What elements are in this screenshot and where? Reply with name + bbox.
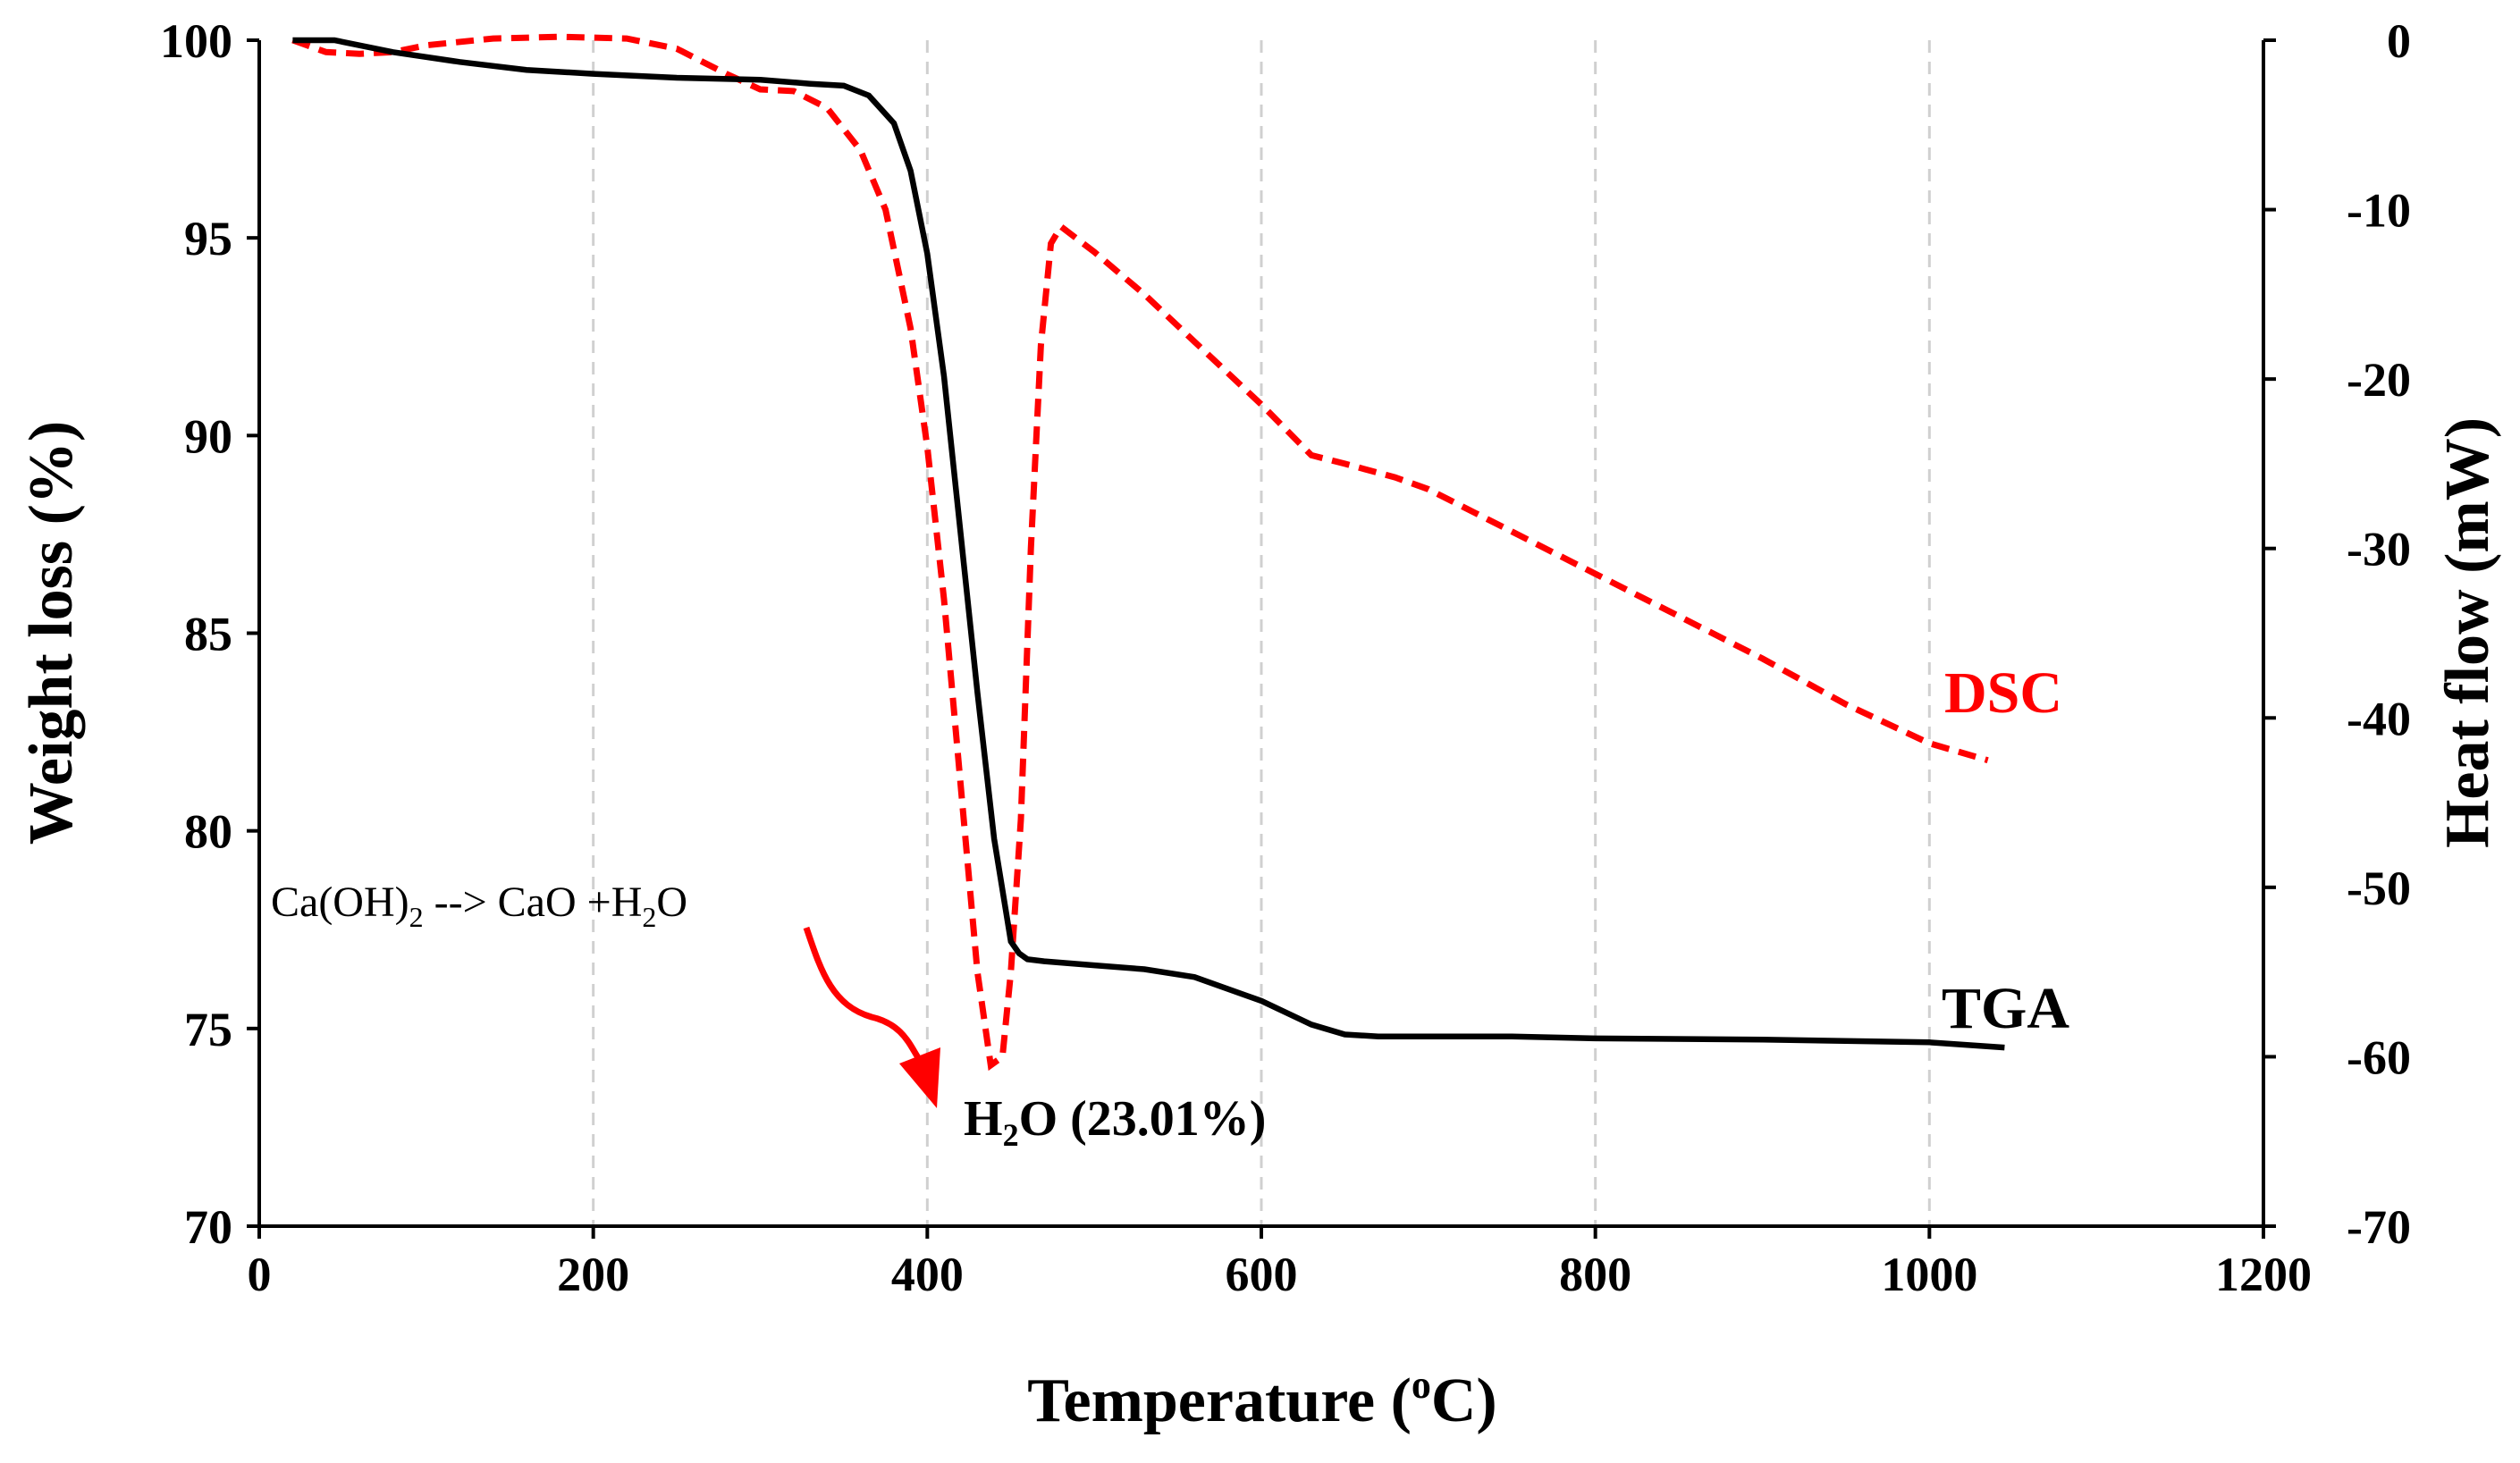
x-tick-label-1: 200 <box>557 1248 629 1301</box>
y-left-tick-label-2: 80 <box>184 805 232 859</box>
x-tick-label-2: 400 <box>891 1248 964 1301</box>
y-left-tick-label-3: 85 <box>184 608 232 661</box>
dsc-series-line <box>291 33 1989 1072</box>
y-right-tick-label-2: -20 <box>2347 353 2411 407</box>
y-axis-left-title: Weight loss (%) <box>17 421 86 845</box>
y-right-tick-label-3: -30 <box>2347 523 2411 576</box>
y-right-tick-label-1: -10 <box>2347 184 2411 238</box>
water-loss-annotation: H2O (23.01%) <box>964 1091 1266 1153</box>
x-axis-title: Temperature (oC) <box>1027 1363 1497 1435</box>
tga-series-line <box>292 37 2005 1051</box>
x-tick-label-5: 1000 <box>1881 1248 1977 1301</box>
dsc-series-label: DSC <box>1944 660 2062 726</box>
y-left-tick-label-6: 100 <box>160 14 232 68</box>
tga-series-label: TGA <box>1942 976 2069 1041</box>
y-right-tick-label-7: -70 <box>2347 1200 2411 1254</box>
x-tick-label-0: 0 <box>248 1248 272 1301</box>
y-right-tick-label-6: -60 <box>2347 1030 2411 1084</box>
series-group <box>291 33 2005 1072</box>
reaction-arrow-curve <box>803 926 922 1061</box>
reaction-annotation: Ca(OH)2 --> CaO +H2O <box>271 879 687 933</box>
vertical-gridlines <box>592 40 1931 1226</box>
y-axis-right-title: Heat flow (mW) <box>2433 417 2502 848</box>
y-right-tick-label-0: 0 <box>2387 14 2411 68</box>
y-left-tick-label-4: 90 <box>184 409 232 463</box>
y-left-tick-label-5: 95 <box>184 212 232 265</box>
x-tick-label-3: 600 <box>1226 1248 1298 1301</box>
y-right-tick-label-4: -40 <box>2347 692 2411 745</box>
x-tick-label-4: 800 <box>1559 1248 1631 1301</box>
y-left-tick-label-0: 70 <box>184 1200 232 1254</box>
y-right-tick-label-5: -50 <box>2347 862 2411 915</box>
reaction-arrow-head <box>899 1047 940 1108</box>
x-tick-label-6: 1200 <box>2215 1248 2312 1301</box>
y-left-tick-label-1: 75 <box>184 1003 232 1056</box>
